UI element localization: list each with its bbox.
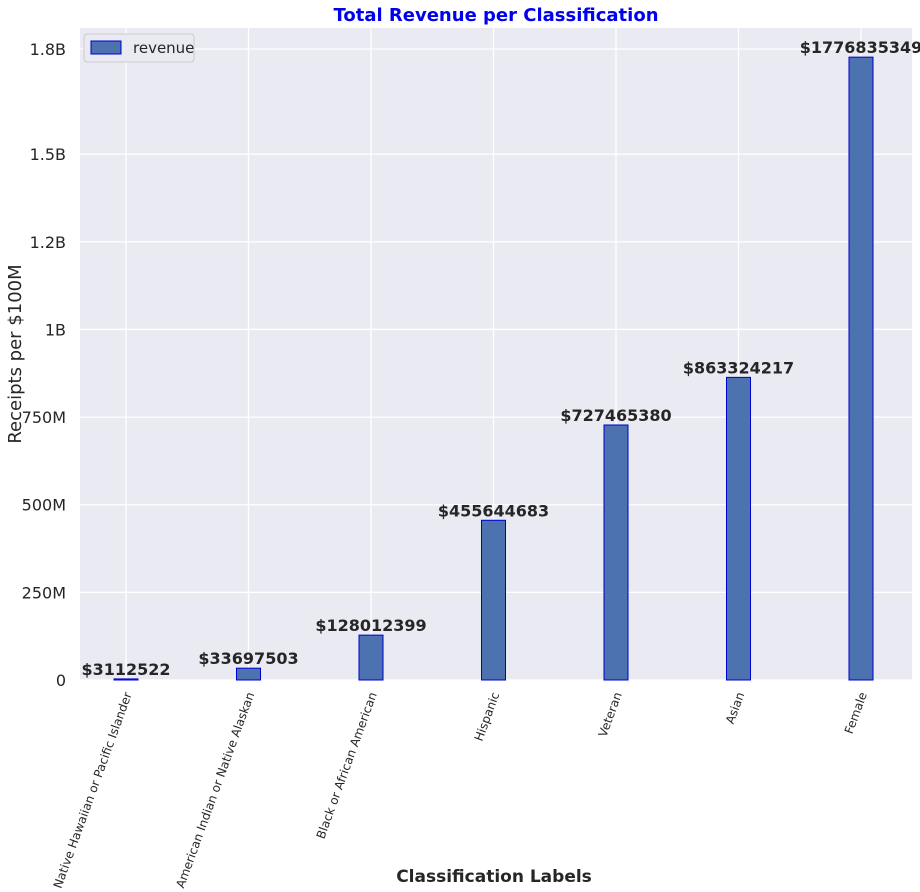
y-axis-label: Receipts per $100M <box>5 264 26 443</box>
bar <box>848 56 874 681</box>
y-tick-label: 1.8B <box>30 40 66 59</box>
data-label: $727465380 <box>560 406 671 425</box>
y-axis-ticks: 0 250M 500M 750M 1B 1.2B 1.5B 1.8B <box>22 40 66 690</box>
y-tick-label: 1B <box>45 320 66 339</box>
data-label: $128012399 <box>315 616 426 635</box>
x-tick-label: American Indian or Native Alaskan <box>173 690 257 890</box>
x-tick-label: Hispanic <box>472 690 503 743</box>
bar <box>236 667 261 681</box>
bar <box>358 634 384 681</box>
legend: revenue <box>83 33 195 63</box>
y-tick-label: 1.5B <box>30 145 66 164</box>
legend-label: revenue <box>133 39 194 57</box>
y-tick-label: 250M <box>22 583 66 602</box>
bar <box>603 424 629 681</box>
data-label: $1776835349 <box>800 38 920 57</box>
bar <box>113 678 139 681</box>
x-tick-label: Veteran <box>596 690 625 739</box>
x-tick-label: Black or African American <box>314 690 380 841</box>
data-labels: $3112522 $33697503 $128012399 $455644683 $72… <box>81 38 920 679</box>
legend-swatch <box>90 40 122 55</box>
bar <box>481 519 506 681</box>
data-label: $33697503 <box>198 649 298 668</box>
x-axis-label: Classification Labels <box>396 867 592 887</box>
x-tick-label: Native Hawaiian or Pacific Islander <box>51 690 135 890</box>
data-label: $455644683 <box>438 501 549 520</box>
y-tick-label: 1.2B <box>30 233 66 252</box>
x-axis-ticks: Native Hawaiian or Pacific Islander Ameri… <box>51 690 870 890</box>
data-label: $3112522 <box>81 660 170 679</box>
bars <box>113 56 874 681</box>
x-tick-label: Asian <box>723 690 747 726</box>
x-tick-label: Female <box>842 690 870 736</box>
y-tick-label: 500M <box>22 496 66 515</box>
bar <box>726 376 751 681</box>
y-tick-label: 0 <box>56 671 66 690</box>
y-tick-label: 750M <box>22 408 66 427</box>
chart-title: Total Revenue per Classification <box>333 5 658 26</box>
data-label: $863324217 <box>683 358 794 377</box>
